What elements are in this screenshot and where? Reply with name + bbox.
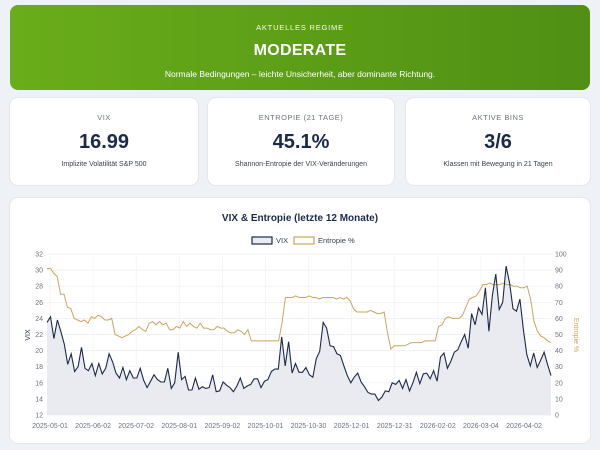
entropy-card-value: 45.1% [272,131,330,153]
regime-description: Normale Bedingungen – leichte Unsicherhe… [164,69,436,79]
y-left-tick-label: 24 [35,316,43,323]
y-right-tick-label: 10 [555,396,563,403]
entropy-card: ENTROPIE (21 TAGE) 45.1% Shannon-Entropi… [208,98,394,185]
chart-title: VIX & Entropie (letzte 12 Monate) [221,213,379,224]
y-left-tick-label: 22 [35,332,43,339]
x-tick-label: 2025-10-01 [248,423,284,430]
legend-vix-swatch [251,236,273,245]
vix-line [46,265,552,402]
y-left-tick-label: 26 [35,300,43,307]
legend-vix-label: VIX [276,236,288,245]
x-tick-label: 2026-02-02 [420,423,456,430]
y-right-axis-title: Entropie % [572,318,579,352]
y-left-tick-label: 12 [35,413,43,420]
y-left-tick-label: 32 [35,252,43,259]
x-tick-label: 2025-12-01 [334,423,370,430]
vix-card-value: 16.99 [78,131,130,153]
entropy-card-subtitle: Shannon-Entropie der VIX-Veränderungen [235,161,367,168]
active-bins-card-label: AKTIVE BINS [472,113,524,122]
y-right-tick-label: 70 [555,300,563,307]
y-left-tick-label: 14 [35,396,43,403]
vix-card-label: VIX [97,113,111,122]
x-tick-label: 2025-05-01 [32,423,68,430]
x-tick-label: 2025-07-02 [118,423,154,430]
x-tick-label: 2025-12-31 [377,423,413,430]
y-left-tick-label: 20 [35,348,43,355]
regime-value: MODERATE [253,42,347,59]
regime-banner: AKTUELLES REGIME MODERATE Normale Beding… [10,5,590,90]
active-bins-card-value: 3/6 [484,131,512,153]
y-left-tick-label: 28 [35,284,43,291]
y-left-tick-label: 18 [35,364,43,371]
y-right-tick-label: 30 [555,364,563,371]
y-right-tick-label: 100 [555,252,567,259]
x-tick-label: 2025-08-01 [161,423,197,430]
x-tick-label: 2025-09-02 [204,423,240,430]
regime-label: AKTUELLES REGIME [256,23,344,32]
legend-entropy-swatch [293,236,315,245]
y-right-tick-label: 0 [555,413,559,420]
y-right-tick-label: 80 [555,284,563,291]
y-left-tick-label: 16 [35,380,43,387]
y-left-tick-label: 30 [35,268,43,275]
active-bins-card-subtitle: Klassen mit Bewegung in 21 Tagen [443,161,553,168]
y-right-tick-label: 50 [555,332,563,339]
y-right-tick-label: 90 [555,268,563,275]
active-bins-card: AKTIVE BINS 3/6 Klassen mit Bewegung in … [406,98,590,185]
x-tick-label: 2026-03-04 [463,423,499,430]
vix-card: VIX 16.99 Implizite Volatilität S&P 500 [10,98,198,185]
entropy-line [47,268,552,350]
entropy-card-label: ENTROPIE (21 TAGE) [258,113,344,122]
y-right-tick-label: 40 [555,348,563,355]
legend-entropy-label: Entropie % [318,236,355,245]
x-tick-label: 2025-10-30 [291,423,327,430]
vix-card-subtitle: Implizite Volatilität S&P 500 [61,161,147,168]
y-right-tick-label: 60 [555,316,563,323]
x-tick-label: 2025-06-02 [75,423,111,430]
y-right-tick-label: 20 [555,380,563,387]
vix-area-fill [47,266,551,415]
x-tick-label: 2026-04-02 [506,423,542,430]
y-left-axis-title: VIX [25,329,32,341]
